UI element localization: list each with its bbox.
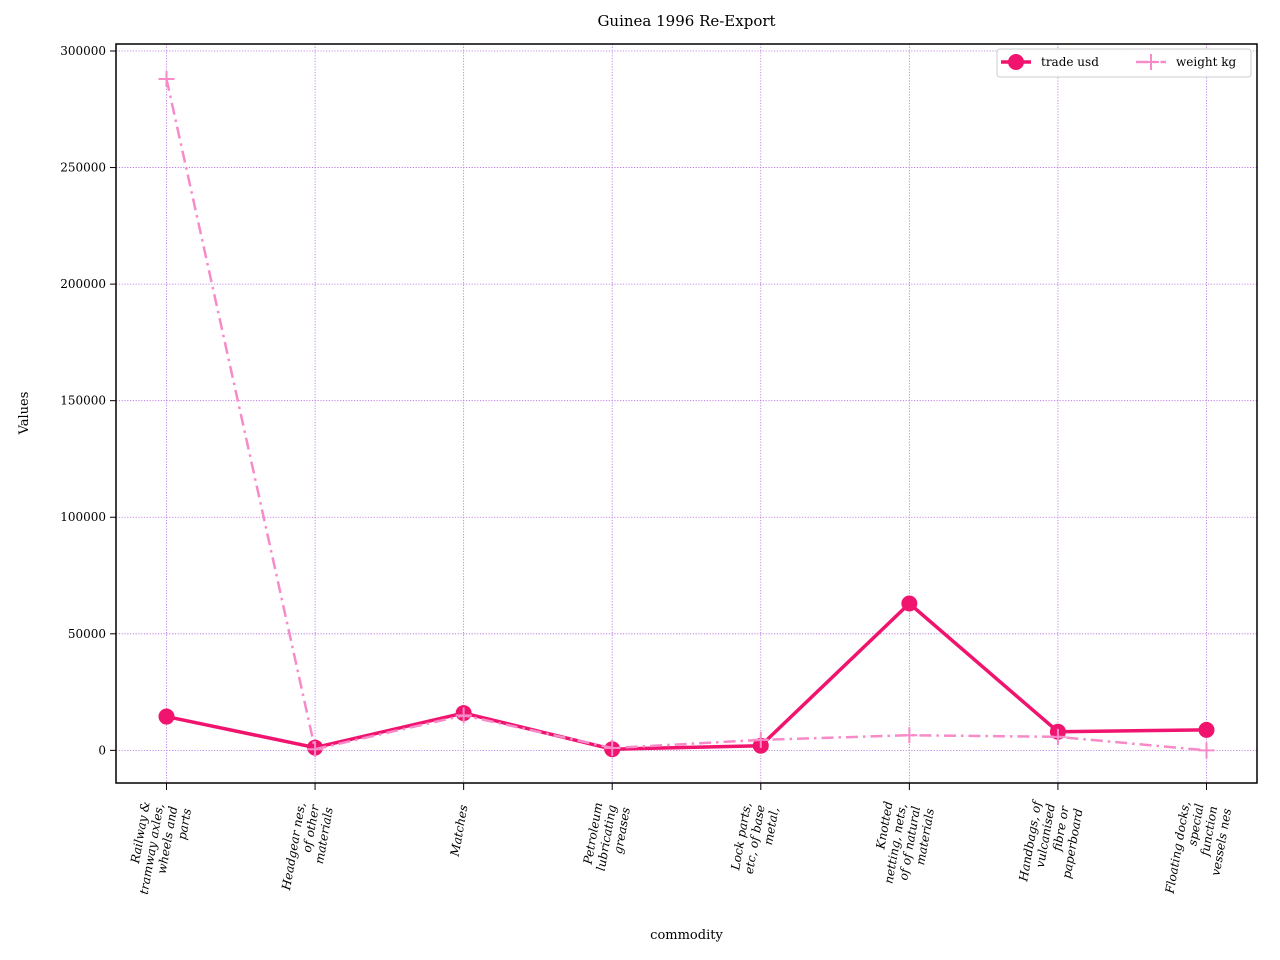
- legend-item-weight-kg: weight kg: [1136, 54, 1237, 70]
- point-weight-kg: [604, 740, 621, 757]
- series-layer: [158, 70, 1215, 759]
- legend: trade usd weight kg: [996, 48, 1252, 78]
- y-tick-label: 0: [98, 743, 106, 757]
- chart-title: Guinea 1996 Re-Export: [597, 12, 775, 30]
- point-weight-kg: [752, 731, 769, 748]
- point-weight-kg: [901, 727, 918, 744]
- legend-box: [996, 48, 1252, 78]
- legend-marker-trade-usd: [1008, 54, 1024, 70]
- point-weight-kg: [158, 70, 175, 87]
- series-line-trade-usd: [166, 601, 1207, 751]
- x-tick-label: Matches: [448, 804, 471, 859]
- x-tick-label-line: parts: [175, 807, 194, 841]
- grid: [116, 44, 1257, 783]
- point-trade-usd: [1198, 721, 1215, 738]
- point-weight-kg: [1049, 728, 1066, 745]
- legend-label-trade-usd: trade usd: [1041, 55, 1099, 69]
- y-axis-label: Values: [17, 392, 32, 436]
- plot-frame: [115, 43, 1258, 784]
- y-axis: 0 50000 100000 150000 200000 250000 300000: [60, 44, 116, 757]
- x-axis-label: commodity: [650, 928, 723, 943]
- x-tick-label-line: metal,: [761, 806, 781, 846]
- point-weight-kg: [1198, 742, 1215, 759]
- point-weight-kg: [455, 707, 472, 724]
- x-tick-label-line: Floating docks,: [1163, 800, 1193, 895]
- point-trade-usd: [158, 708, 175, 725]
- y-tick-label: 150000: [60, 394, 106, 408]
- y-tick-label: 300000: [60, 44, 106, 58]
- legend-label-weight-kg: weight kg: [1176, 55, 1237, 69]
- point-weight-kg: [307, 741, 324, 758]
- series-line-weight-kg: [165, 78, 1207, 752]
- point-trade-usd: [901, 595, 918, 612]
- y-tick-label: 100000: [60, 510, 106, 524]
- legend-item-trade-usd: trade usd: [1001, 54, 1099, 70]
- y-tick-label: 250000: [60, 161, 106, 175]
- y-tick-label: 50000: [68, 627, 106, 641]
- y-tick-label: 200000: [60, 277, 106, 291]
- x-tick-label-line: Matches: [448, 804, 471, 859]
